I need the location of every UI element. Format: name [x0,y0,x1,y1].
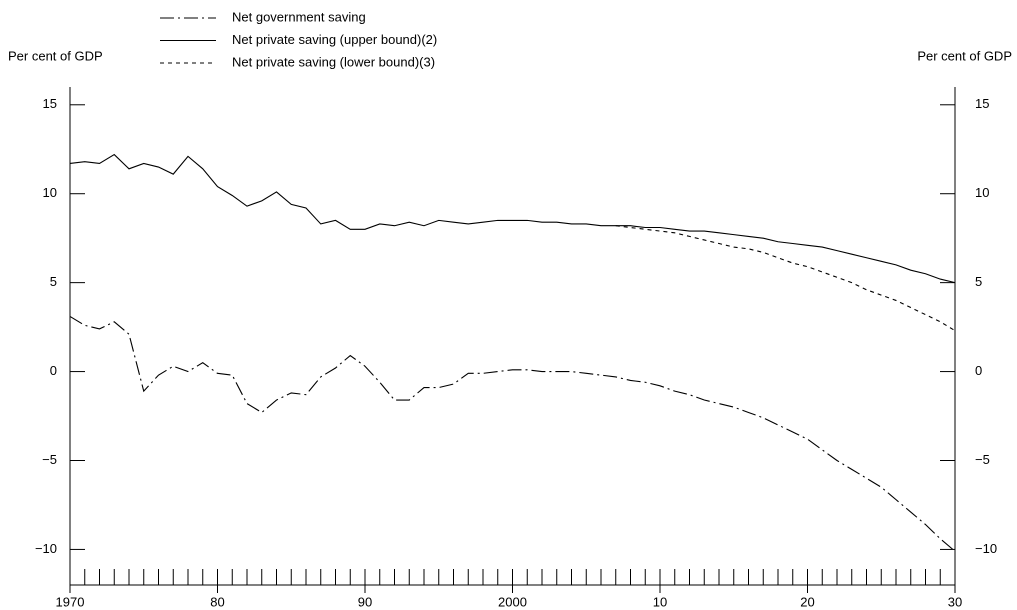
y-tick-label: −10 [35,541,57,556]
legend-label: Net government saving [232,9,366,24]
x-tick-label: 10 [653,594,667,609]
y2-tick-label: −10 [975,541,997,556]
y-tick-label: 10 [43,185,57,200]
x-tick-label: 90 [358,594,372,609]
x-tick-label: 1970 [56,594,85,609]
y-axis-label: Per cent of GDP [8,48,103,63]
y-tick-label: 0 [50,363,57,378]
y2-tick-label: 0 [975,363,982,378]
series-line [69,153,956,284]
series-line [615,225,956,332]
y2-axis-label: Per cent of GDP [917,48,1012,63]
x-tick-label: 20 [800,594,814,609]
y-tick-label: 5 [50,274,57,289]
x-tick-label: 80 [210,594,224,609]
legend-label: Net private saving (upper bound)(2) [232,32,437,47]
x-tick-label: 30 [948,594,962,609]
y2-tick-label: −5 [975,452,990,467]
y-tick-label: 15 [43,96,57,111]
y2-tick-label: 5 [975,274,982,289]
y-tick-label: −5 [42,452,57,467]
y2-tick-label: 15 [975,96,989,111]
x-tick-label: 2000 [498,594,527,609]
series-line [69,315,956,552]
legend-label: Net private saving (lower bound)(3) [232,54,435,69]
y2-tick-label: 10 [975,185,989,200]
